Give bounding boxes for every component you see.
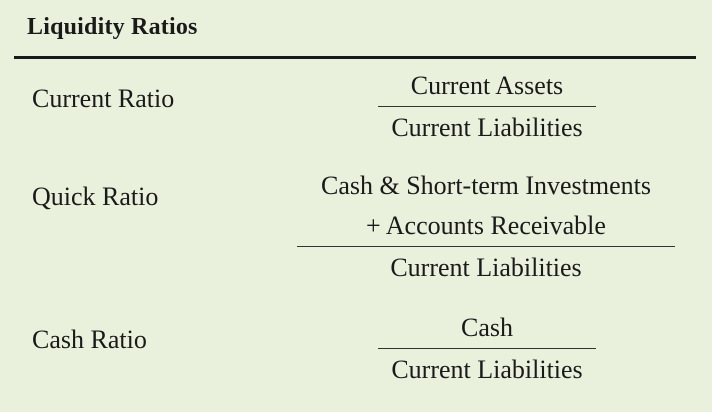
numerator-line: Cash & Short-term Investments [320, 171, 651, 200]
ratio-name-quick: Quick Ratio [32, 182, 159, 211]
fraction-bar [378, 348, 596, 349]
table-title: Liquidity Ratios [27, 14, 198, 40]
numerator-line: + Accounts Receivable [366, 211, 606, 240]
denominator-line: Current Liabilities [390, 253, 582, 282]
numerator-line: Current Assets [410, 71, 564, 100]
numerator-line: Cash [461, 313, 513, 342]
fraction-bar [297, 246, 675, 247]
fraction-bar [378, 106, 596, 107]
formula-current-ratio: Current Assets Current Liabilities [378, 66, 596, 148]
denominator-line: Current Liabilities [391, 355, 583, 384]
ratio-name-cash: Cash Ratio [32, 325, 147, 354]
header-rule [14, 56, 696, 59]
ratio-name-current: Current Ratio [32, 84, 175, 113]
formula-quick-ratio: Cash & Short-term Investments + Accounts… [297, 166, 675, 288]
denominator-line: Current Liabilities [391, 113, 583, 142]
formula-cash-ratio: Cash Current Liabilities [378, 308, 596, 390]
